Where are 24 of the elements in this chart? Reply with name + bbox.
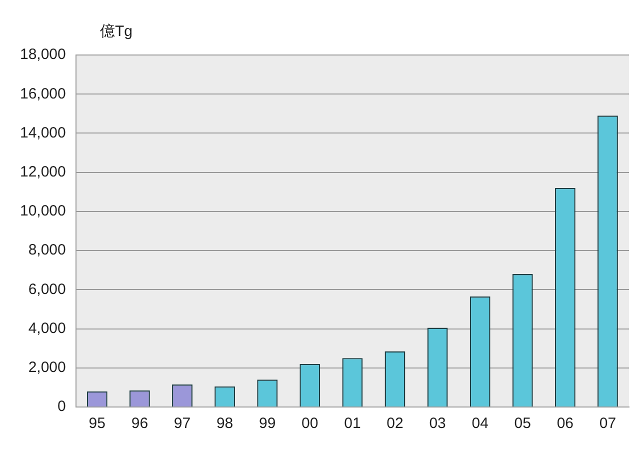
x-tick-label: 01 [344, 415, 361, 432]
y-tick-label: 4,000 [28, 320, 66, 337]
y-tick-label: 8,000 [28, 242, 66, 259]
x-tick-label: 04 [472, 415, 488, 432]
x-tick-label: 97 [174, 415, 191, 432]
x-tick-label: 95 [88, 415, 106, 432]
x-tick-label: 02 [386, 415, 404, 432]
x-tick-label: 07 [599, 415, 616, 432]
y-tick-label: 6,000 [28, 280, 66, 298]
y-tick-label: 12,000 [20, 163, 66, 180]
y-axis-title: 億Tg [100, 22, 133, 41]
y-tick-label: 14,000 [20, 124, 66, 142]
y-tick-label: 10,000 [20, 202, 66, 220]
x-tick-label: 00 [302, 415, 318, 432]
y-tick-label: 0 [58, 398, 66, 416]
x-tick-label: 99 [259, 415, 276, 432]
y-tick-label: 2,000 [28, 359, 66, 376]
y-tick-label: 16,000 [20, 85, 66, 102]
x-tick-label: 03 [429, 415, 446, 432]
y-tick-label: 18,000 [20, 46, 66, 64]
x-tick-label: 96 [131, 415, 148, 432]
x-tick-label: 98 [216, 415, 234, 432]
x-tick-label: 06 [556, 415, 574, 432]
x-tick-label: 05 [514, 415, 531, 432]
